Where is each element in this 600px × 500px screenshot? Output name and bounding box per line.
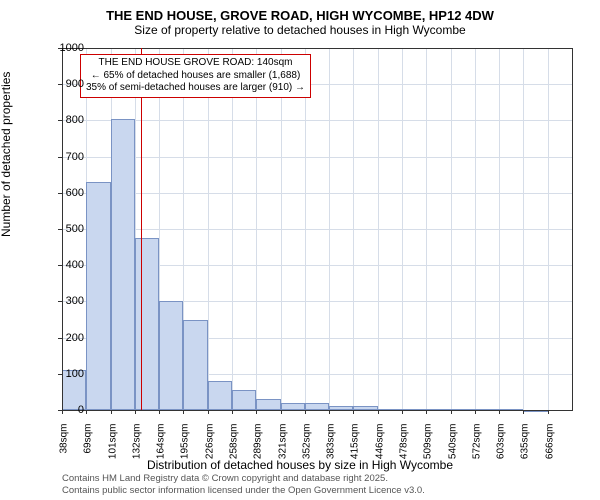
footer-line-1: Contains HM Land Registry data © Crown c… <box>62 473 425 484</box>
x-tick-mark <box>329 410 330 414</box>
chart-title-main: THE END HOUSE, GROVE ROAD, HIGH WYCOMBE,… <box>0 0 600 23</box>
x-tick-mark <box>305 410 306 414</box>
y-tick-label: 600 <box>44 187 84 199</box>
y-tick-mark <box>58 301 62 302</box>
y-tick-label: 400 <box>44 259 84 271</box>
y-tick-label: 300 <box>44 295 84 307</box>
x-tick-mark <box>183 410 184 414</box>
y-tick-label: 800 <box>44 114 84 126</box>
y-tick-mark <box>58 338 62 339</box>
x-tick-mark <box>111 410 112 414</box>
plot-border <box>62 48 573 411</box>
x-tick-mark <box>135 410 136 414</box>
y-tick-mark <box>58 120 62 121</box>
y-tick-label: 200 <box>44 332 84 344</box>
annotation-line-1: THE END HOUSE GROVE ROAD: 140sqm <box>86 57 305 70</box>
x-tick-mark <box>475 410 476 414</box>
x-tick-mark <box>62 410 63 414</box>
y-tick-mark <box>58 84 62 85</box>
x-tick-mark <box>159 410 160 414</box>
x-tick-mark <box>402 410 403 414</box>
y-tick-label: 1000 <box>44 42 84 54</box>
y-tick-mark <box>58 265 62 266</box>
x-tick-mark <box>451 410 452 414</box>
x-tick-mark <box>256 410 257 414</box>
x-tick-mark <box>353 410 354 414</box>
y-tick-label: 0 <box>44 404 84 416</box>
annotation-line-2: ← 65% of detached houses are smaller (1,… <box>86 70 305 83</box>
reference-line <box>141 48 143 410</box>
x-tick-mark <box>426 410 427 414</box>
x-tick-mark <box>232 410 233 414</box>
footer-line-2: Contains public sector information licen… <box>62 485 425 496</box>
x-axis-line <box>62 410 572 411</box>
x-tick-mark <box>208 410 209 414</box>
x-tick-mark <box>523 410 524 414</box>
y-tick-mark <box>58 157 62 158</box>
x-axis-label: Distribution of detached houses by size … <box>0 458 600 472</box>
annotation-box: THE END HOUSE GROVE ROAD: 140sqm ← 65% o… <box>80 54 311 98</box>
x-tick-mark <box>86 410 87 414</box>
x-tick-mark <box>548 410 549 414</box>
annotation-line-3: 35% of semi-detached houses are larger (… <box>86 82 305 95</box>
chart-container: THE END HOUSE, GROVE ROAD, HIGH WYCOMBE,… <box>0 0 600 500</box>
y-tick-label: 700 <box>44 151 84 163</box>
y-tick-mark <box>58 229 62 230</box>
y-tick-label: 100 <box>44 368 84 380</box>
chart-title-sub: Size of property relative to detached ho… <box>0 23 600 41</box>
y-tick-label: 900 <box>44 78 84 90</box>
y-axis-label: Number of detached properties <box>0 72 13 237</box>
y-tick-mark <box>58 48 62 49</box>
footer-attribution: Contains HM Land Registry data © Crown c… <box>62 473 425 496</box>
y-tick-mark <box>58 193 62 194</box>
x-tick-mark <box>378 410 379 414</box>
y-tick-label: 500 <box>44 223 84 235</box>
y-tick-mark <box>58 374 62 375</box>
x-tick-mark <box>281 410 282 414</box>
x-tick-mark <box>499 410 500 414</box>
